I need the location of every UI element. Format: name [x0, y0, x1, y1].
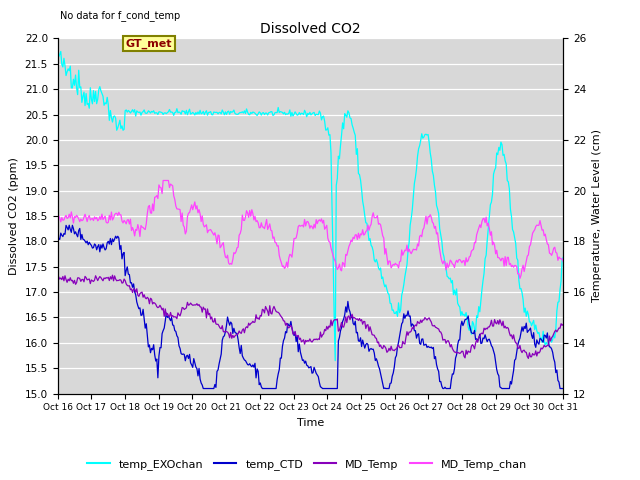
temp_CTD [269, 385, 276, 391]
MD_Temp [426, 317, 434, 323]
MD_Temp [514, 345, 522, 351]
MD_Temp_chan [362, 228, 370, 234]
temp_EXOchan [362, 220, 370, 226]
MD_Temp [109, 272, 116, 278]
Line: temp_EXOchan: temp_EXOchan [58, 50, 563, 360]
Y-axis label: Dissolved CO2 (ppm): Dissolved CO2 (ppm) [9, 157, 19, 275]
MD_Temp [525, 356, 532, 361]
MD_Temp_chan [514, 271, 522, 277]
temp_EXOchan [54, 48, 61, 53]
MD_Temp [338, 320, 346, 325]
temp_CTD [213, 369, 221, 374]
MD_Temp_chan [54, 214, 61, 220]
Line: temp_CTD: temp_CTD [58, 225, 563, 388]
Text: No data for f_cond_temp: No data for f_cond_temp [60, 10, 180, 21]
MD_Temp_chan [268, 228, 276, 234]
temp_CTD [65, 222, 73, 228]
temp_CTD [428, 344, 435, 350]
MD_Temp_chan [426, 212, 434, 217]
MD_Temp_chan [516, 276, 524, 281]
MD_Temp_chan [212, 234, 220, 240]
Title: Dissolved CO2: Dissolved CO2 [260, 22, 361, 36]
temp_EXOchan [338, 132, 346, 138]
temp_EXOchan [426, 150, 434, 156]
MD_Temp [54, 275, 61, 281]
temp_CTD [363, 340, 371, 346]
MD_Temp_chan [159, 178, 167, 183]
Line: MD_Temp_chan: MD_Temp_chan [58, 180, 563, 278]
temp_EXOchan [211, 109, 219, 115]
temp_EXOchan [332, 358, 339, 363]
MD_Temp_chan [559, 259, 567, 264]
temp_CTD [200, 385, 207, 391]
temp_EXOchan [514, 257, 522, 263]
Y-axis label: Temperature, Water Level (cm): Temperature, Water Level (cm) [592, 130, 602, 302]
temp_CTD [515, 338, 523, 344]
X-axis label: Time: Time [297, 418, 324, 428]
MD_Temp [268, 311, 276, 317]
MD_Temp_chan [338, 268, 346, 274]
temp_CTD [54, 234, 61, 240]
MD_Temp [362, 325, 370, 331]
temp_CTD [339, 319, 346, 324]
temp_CTD [559, 385, 567, 391]
temp_EXOchan [267, 109, 275, 115]
Text: GT_met: GT_met [126, 38, 172, 48]
temp_EXOchan [559, 254, 567, 260]
MD_Temp [559, 322, 567, 327]
MD_Temp [212, 321, 220, 327]
Legend: temp_EXOchan, temp_CTD, MD_Temp, MD_Temp_chan: temp_EXOchan, temp_CTD, MD_Temp, MD_Temp… [83, 455, 532, 474]
Line: MD_Temp: MD_Temp [58, 275, 563, 359]
